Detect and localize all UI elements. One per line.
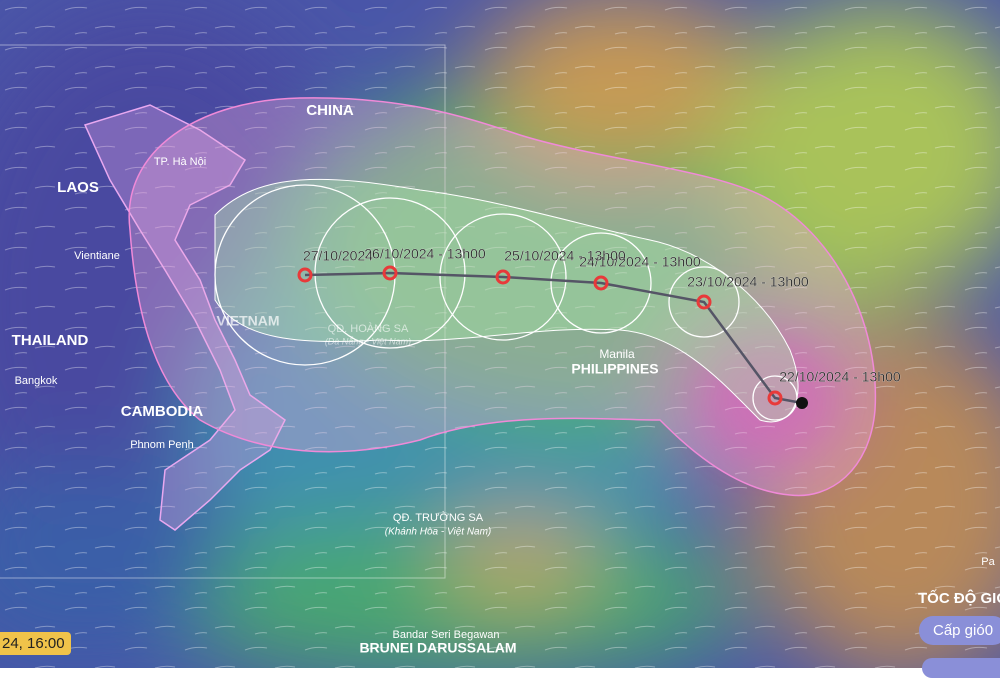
track-label: 24/10/2024 - 13h00 [579,254,701,270]
storm-icon [593,275,609,291]
track-label: 27/10/2024 [303,248,373,264]
storm-icon [495,269,511,285]
track-label: 23/10/2024 - 13h00 [687,274,809,290]
forecast-radius [439,213,567,341]
place-label: PHILIPPINES [571,361,658,377]
place-label: (Khánh Hòa - Việt Nam) [385,527,492,538]
place-label: (Đà Nẵng - Việt Nam) [325,336,411,346]
track-line [304,271,803,405]
place-label: Pa [981,556,995,568]
forecast-radius [550,232,652,334]
place-label: THAILAND [12,332,89,349]
place-label: CHINA [306,102,354,119]
timestamp: 24, 16:00 [0,632,71,655]
place-labels: CHINA LAOS TP. Hà Nội Vientiane THAILAND Bang… [12,102,996,656]
place-label: TP. Hà Nội [154,156,206,168]
storm-icon [297,267,313,283]
place-label: Phnom Penh [130,439,194,451]
forecast-track: 22/10/2024 - 13h00 23/10/2024 - 13h00 24/1… [214,184,901,421]
place-label: Vientiane [74,250,120,262]
storm-icon [382,265,398,281]
place-label: LAOS [57,179,99,196]
forecast-radius [668,266,740,338]
place-label: CAMBODIA [121,403,204,420]
legend-title: TỐC ĐỘ GIÓ [918,590,1000,607]
current-radius [752,375,798,421]
storm-icon [767,390,783,406]
risk-zone [128,97,877,497]
legend-button-partial[interactable] [922,658,1000,678]
wind-level-button[interactable]: Cấp gió0 [919,616,1000,645]
place-label: Bangkok [15,375,58,387]
cone-of-uncertainty [214,178,799,423]
east-sea-frame [0,44,446,579]
place-label: BRUNEI DARUSSALAM [359,640,516,656]
forecast-radius [314,197,466,349]
place-label: QĐ. TRƯỜNG SA [393,511,484,524]
current-position [796,397,808,409]
place-label: VIETNAM [217,313,280,329]
storm-icon [696,294,712,310]
vietnam-outline [83,104,286,531]
place-label: Bandar Seri Begawan [392,629,499,641]
track-label: 22/10/2024 - 13h00 [779,369,901,385]
track-label: 25/10/2024 - 13h00 [504,248,626,264]
track-label: 26/10/2024 - 13h00 [364,246,486,262]
place-label: Manila [599,347,635,361]
place-label: QĐ. HOÀNG SA [328,322,409,335]
